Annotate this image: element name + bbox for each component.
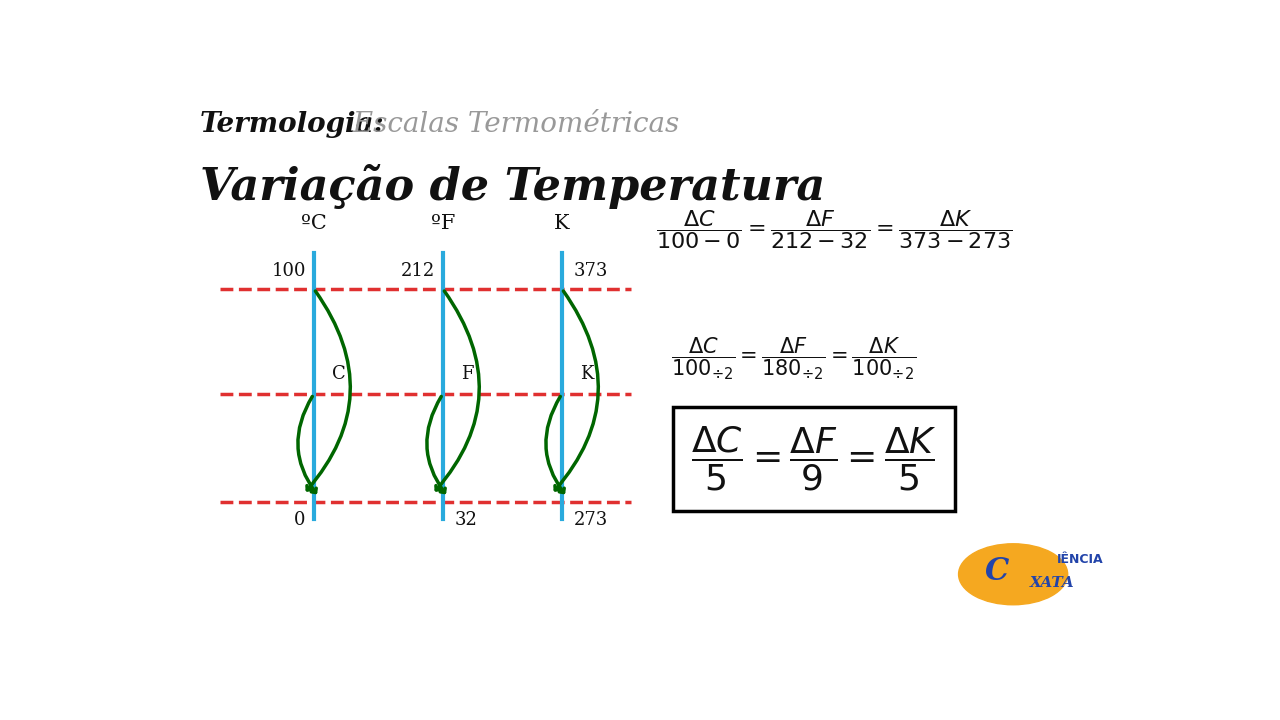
- Text: 100: 100: [271, 262, 306, 280]
- Text: K: K: [554, 215, 570, 233]
- Text: $\dfrac{\Delta C}{100_{\div 2}} = \dfrac{\Delta F}{180_{\div 2}} = \dfrac{\Delta: $\dfrac{\Delta C}{100_{\div 2}} = \dfrac…: [671, 336, 916, 382]
- Text: XATA: XATA: [1029, 577, 1074, 590]
- Circle shape: [959, 544, 1068, 605]
- Text: 0: 0: [294, 510, 306, 528]
- Text: IÊNCIA: IÊNCIA: [1057, 552, 1103, 565]
- Text: $\dfrac{\Delta C}{5} = \dfrac{\Delta F}{9} = \dfrac{\Delta K}{5}$: $\dfrac{\Delta C}{5} = \dfrac{\Delta F}{…: [691, 425, 937, 493]
- Text: C: C: [984, 556, 1009, 587]
- Text: C: C: [332, 365, 346, 383]
- Text: Termologia:: Termologia:: [200, 112, 384, 138]
- Text: ºC: ºC: [301, 215, 326, 233]
- Text: ºF: ºF: [430, 215, 454, 233]
- Text: Escalas Termométricas: Escalas Termométricas: [343, 112, 678, 138]
- Text: K: K: [580, 365, 593, 383]
- Text: 273: 273: [573, 510, 608, 528]
- Text: 373: 373: [573, 262, 608, 280]
- Text: Variação de Temperatura: Variação de Temperatura: [200, 164, 824, 209]
- Text: F: F: [461, 365, 474, 383]
- Text: $\dfrac{\Delta C}{100-0} = \dfrac{\Delta F}{212-32} = \dfrac{\Delta K}{373-273}$: $\dfrac{\Delta C}{100-0} = \dfrac{\Delta…: [657, 208, 1012, 251]
- Text: 32: 32: [454, 510, 477, 528]
- Text: 212: 212: [401, 262, 435, 280]
